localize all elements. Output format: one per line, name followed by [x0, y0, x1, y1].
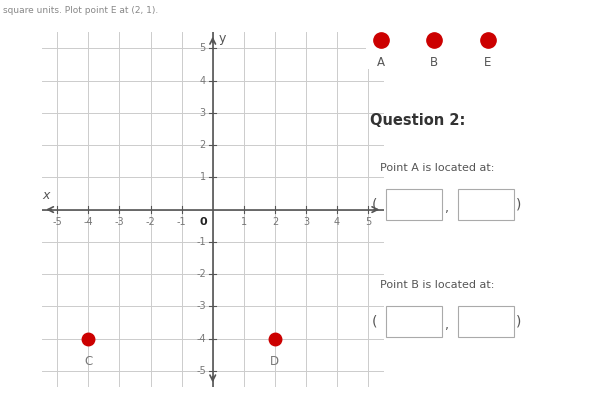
Text: -4: -4	[83, 217, 93, 226]
Text: C: C	[84, 355, 92, 368]
Text: 4: 4	[200, 76, 206, 85]
Text: -4: -4	[196, 334, 206, 343]
Text: 2: 2	[199, 140, 206, 150]
Text: Question 2:: Question 2:	[370, 113, 465, 128]
Text: -3: -3	[196, 301, 206, 311]
Text: E: E	[484, 56, 491, 69]
Text: y: y	[218, 32, 226, 45]
Text: 1: 1	[241, 217, 247, 226]
Text: A: A	[377, 56, 385, 69]
Text: square units. Plot point E at (2, 1).: square units. Plot point E at (2, 1).	[3, 6, 158, 15]
Text: x: x	[43, 189, 50, 202]
Text: Point A is located at:: Point A is located at:	[380, 163, 494, 173]
Text: -1: -1	[177, 217, 186, 226]
Text: -2: -2	[196, 269, 206, 279]
Text: 1: 1	[200, 172, 206, 182]
Text: 5: 5	[199, 44, 206, 53]
Text: ): )	[516, 197, 522, 212]
Text: D: D	[270, 355, 280, 368]
Text: 3: 3	[200, 108, 206, 118]
Text: 4: 4	[334, 217, 340, 226]
Text: 3: 3	[303, 217, 309, 226]
Text: 0: 0	[199, 217, 207, 226]
Text: B: B	[430, 56, 439, 69]
Text: ,: ,	[445, 202, 449, 215]
Text: (: (	[372, 314, 378, 328]
Text: 5: 5	[365, 217, 371, 226]
Text: -2: -2	[146, 217, 155, 226]
Text: 2: 2	[272, 217, 278, 226]
Text: -3: -3	[115, 217, 124, 226]
Text: (: (	[372, 197, 378, 212]
Text: -1: -1	[196, 237, 206, 247]
Text: -5: -5	[196, 366, 206, 376]
Text: ,: ,	[445, 319, 449, 332]
Text: Point B is located at:: Point B is located at:	[380, 280, 494, 290]
Text: ): )	[516, 314, 522, 328]
Text: -5: -5	[52, 217, 62, 226]
